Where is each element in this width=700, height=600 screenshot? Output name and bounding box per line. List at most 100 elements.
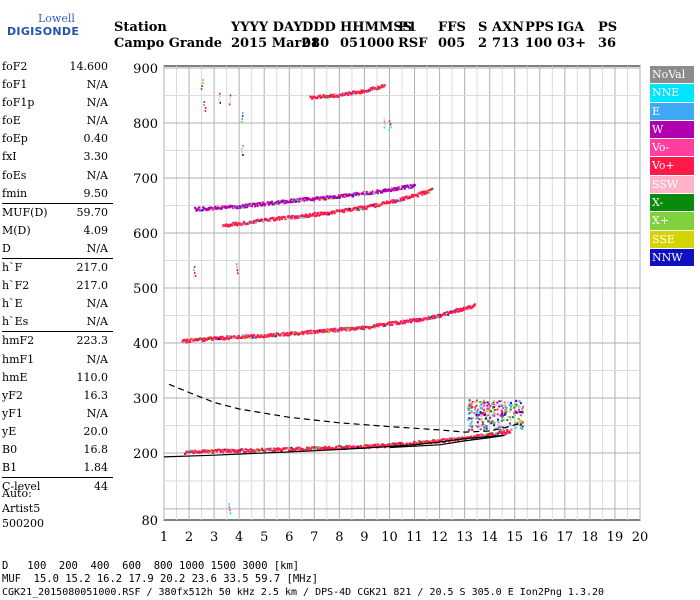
param-row: yF2 16.3 — [2, 387, 112, 405]
trace-point — [422, 191, 425, 194]
spread-point — [507, 401, 510, 404]
trace-point — [264, 334, 267, 337]
trace-point — [275, 202, 278, 205]
param-row: foEs N/A — [2, 167, 112, 185]
spread-point — [510, 403, 513, 406]
trace-point — [398, 322, 401, 325]
spread-point — [509, 408, 512, 411]
trace-point — [209, 450, 212, 453]
trace-point — [336, 328, 339, 331]
trace-point — [290, 446, 293, 449]
param-value: 110.0 — [76, 370, 109, 384]
spread-point — [509, 423, 512, 426]
trace-point — [403, 185, 406, 188]
trace-point — [456, 437, 459, 440]
trace-point — [236, 450, 239, 453]
trace-point — [402, 186, 405, 189]
header-row1-col-8: PPS — [525, 20, 554, 35]
trace-point — [198, 338, 201, 341]
trace-point — [367, 89, 370, 92]
footer-file-info: CGK21_2015080051000.RSF / 380fx512h 50 k… — [2, 587, 605, 598]
spread-point — [497, 420, 500, 423]
trace-point — [392, 442, 395, 445]
trace-point — [252, 220, 255, 223]
param-row: B0 16.8 — [2, 441, 112, 459]
isolated-point — [228, 103, 231, 106]
spread-point — [487, 403, 490, 406]
trace-point — [352, 328, 355, 331]
trace-point — [351, 92, 354, 95]
header-row1-col-5: FFS — [438, 20, 466, 35]
trace-point — [365, 192, 368, 195]
trace-point — [338, 196, 341, 199]
trace-point — [231, 336, 234, 339]
y-tick-label: 200 — [133, 447, 158, 462]
trace-point — [255, 450, 258, 453]
trace-point — [388, 443, 391, 446]
trace-point — [504, 433, 507, 436]
trace-point — [202, 338, 205, 341]
trace-point — [473, 304, 476, 307]
header-row2-col-1: 2015 Mar21 — [231, 36, 320, 51]
trace-point — [397, 186, 400, 189]
trace-point — [294, 333, 297, 336]
isolated-point — [219, 101, 222, 104]
trace-point — [363, 206, 366, 209]
trace-point — [418, 440, 421, 443]
trace-point — [276, 447, 279, 450]
spread-point — [477, 414, 480, 417]
trace-point — [217, 336, 220, 339]
param-label: foEp — [2, 132, 28, 146]
trace-point — [283, 334, 286, 337]
trace-point — [260, 334, 263, 337]
trace-point — [247, 334, 250, 337]
trace-point — [224, 207, 227, 210]
spread-point — [489, 404, 492, 407]
auto-version: 500200 — [2, 517, 44, 530]
trace-point — [374, 205, 377, 208]
trace-point — [375, 205, 378, 208]
spread-point — [493, 408, 496, 411]
trace-point — [229, 449, 232, 452]
trace-point — [231, 205, 234, 208]
trace-point — [469, 436, 472, 439]
trace-point — [442, 313, 445, 316]
spread-point — [480, 414, 483, 417]
isolated-point — [193, 266, 196, 268]
x-tick-label: 17 — [557, 530, 574, 545]
trace-point — [195, 450, 198, 453]
spread-point — [496, 408, 499, 411]
trace-point — [229, 336, 232, 339]
spread-point — [486, 419, 489, 422]
trace-point — [232, 448, 235, 451]
trace-point — [235, 207, 238, 210]
x-tick-label: 4 — [235, 530, 243, 545]
spread-point — [484, 417, 487, 420]
header-row2-col-0: Campo Grande — [114, 36, 222, 51]
trace-point — [312, 213, 315, 216]
header-row2-col-2: 080 — [302, 36, 330, 51]
trace-point — [306, 330, 309, 333]
trace-point — [211, 337, 214, 340]
trace-point — [411, 193, 414, 196]
trace-point — [323, 331, 326, 334]
trace-point — [408, 195, 411, 198]
trace-point — [328, 445, 331, 448]
trace-point — [251, 450, 254, 453]
isolated-point — [235, 263, 238, 266]
trace-point — [481, 435, 484, 438]
spread-point — [515, 399, 518, 402]
trace-point — [241, 206, 244, 209]
spread-point — [501, 404, 504, 407]
trace-point — [226, 225, 229, 228]
trace-point — [295, 200, 298, 203]
trace-point — [355, 326, 358, 329]
spread-point — [482, 411, 485, 414]
trace-point — [443, 313, 446, 316]
trace-point — [422, 319, 425, 322]
trace-point — [242, 220, 245, 223]
dashed-profile-line — [168, 383, 523, 433]
trace-point — [326, 213, 329, 216]
spread-point — [485, 415, 488, 418]
trace-point — [330, 195, 333, 198]
